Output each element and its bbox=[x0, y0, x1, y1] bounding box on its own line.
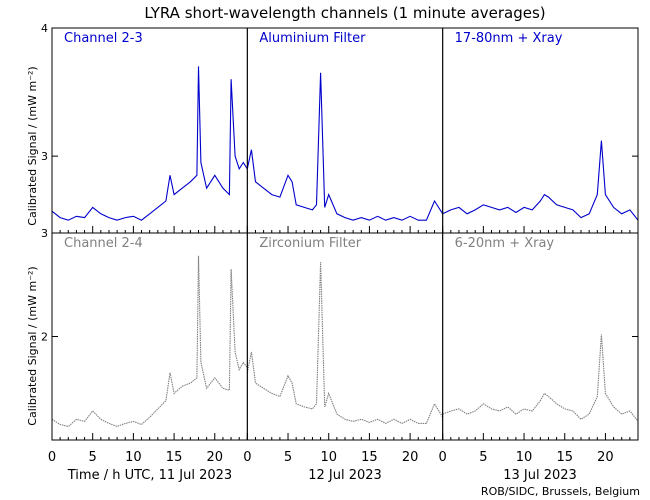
x-tick-label: 0 bbox=[243, 450, 251, 465]
series-line bbox=[442, 140, 639, 221]
panel-label: Zirconium Filter bbox=[259, 236, 361, 251]
panel-label: Aluminium Filter bbox=[259, 31, 366, 46]
y-tick-label: 3 bbox=[41, 150, 48, 163]
series-line bbox=[51, 66, 248, 221]
x-tick-label: 10 bbox=[320, 450, 337, 465]
plot-area: 4 3 Channel 2-3 Aluminium Filter 17-80nm + X… bbox=[41, 22, 639, 465]
panel-label: 6-20nm + Xray bbox=[455, 236, 555, 251]
series-line bbox=[51, 255, 248, 428]
panel-label: Channel 2-3 bbox=[64, 31, 143, 46]
chart-title: LYRA short-wavelength channels (1 minute… bbox=[144, 4, 545, 22]
x-tick-label: 20 bbox=[207, 450, 224, 465]
x-tick-label: 5 bbox=[89, 450, 97, 465]
x-tick-label: 15 bbox=[166, 450, 183, 465]
x-tick-label: 5 bbox=[284, 450, 292, 465]
plot-frame bbox=[51, 27, 639, 441]
x-tick-label: 15 bbox=[556, 450, 573, 465]
svg-text:Calibrated Signal / (mW m⁻²): Calibrated Signal / (mW m⁻²) bbox=[26, 66, 39, 225]
x-axis-label-day2: 12 Jul 2023 bbox=[308, 468, 382, 483]
x-tick-label: 20 bbox=[597, 450, 614, 465]
y-tick-label: 4 bbox=[41, 22, 48, 35]
x-tick-label: 10 bbox=[125, 450, 142, 465]
x-tick-label: 5 bbox=[479, 450, 487, 465]
series-line bbox=[246, 72, 444, 221]
series-line bbox=[246, 261, 444, 425]
y-tick-label: 3 bbox=[41, 227, 48, 240]
x-axis-label-day3: 13 Jul 2023 bbox=[503, 468, 577, 483]
credit-text: ROB/SIDC, Brussels, Belgium bbox=[481, 485, 640, 498]
x-tick-label: 15 bbox=[361, 450, 378, 465]
panel-label: 17-80nm + Xray bbox=[455, 31, 563, 46]
svg-text:Calibrated Signal / (mW m⁻²): Calibrated Signal / (mW m⁻²) bbox=[26, 266, 39, 425]
x-axis-label-day1: Time / h UTC, 11 Jul 2023 bbox=[67, 468, 232, 483]
y-axis-label-top: Calibrated Signal / (mW m⁻²) bbox=[26, 66, 39, 225]
x-tick-label: 0 bbox=[48, 450, 56, 465]
series-line bbox=[442, 334, 639, 422]
y-axis-label-bottom: Calibrated Signal / (mW m⁻²) bbox=[26, 266, 39, 425]
x-tick-label: 20 bbox=[402, 450, 419, 465]
y-tick-label: 2 bbox=[41, 331, 48, 344]
x-tick-label: 0 bbox=[439, 450, 447, 465]
panel-label: Channel 2-4 bbox=[64, 236, 143, 251]
x-tick-label: 10 bbox=[516, 450, 533, 465]
